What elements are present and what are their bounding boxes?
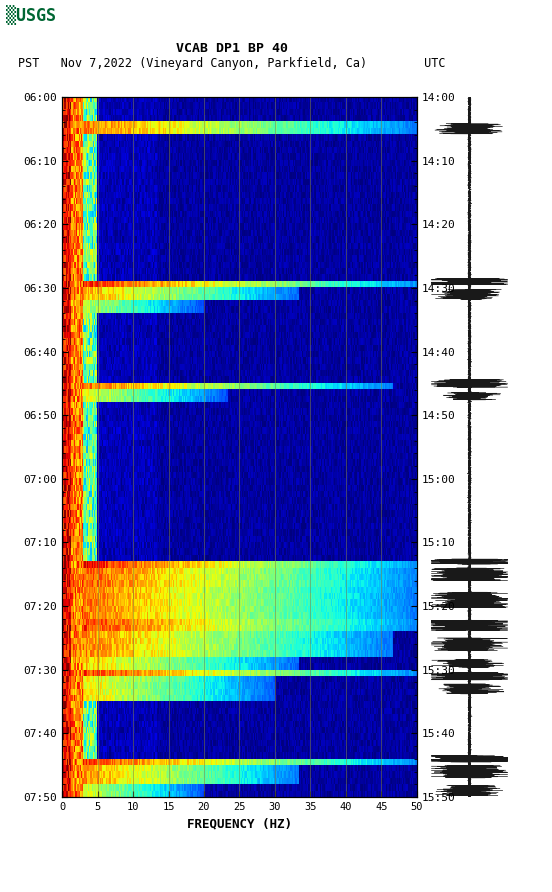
Text: ▒USGS: ▒USGS [6,5,56,25]
X-axis label: FREQUENCY (HZ): FREQUENCY (HZ) [187,817,292,830]
Text: VCAB DP1 BP 40: VCAB DP1 BP 40 [176,42,288,55]
Text: PST   Nov 7,2022 (Vineyard Canyon, Parkfield, Ca)        UTC: PST Nov 7,2022 (Vineyard Canyon, Parkfie… [18,57,445,70]
